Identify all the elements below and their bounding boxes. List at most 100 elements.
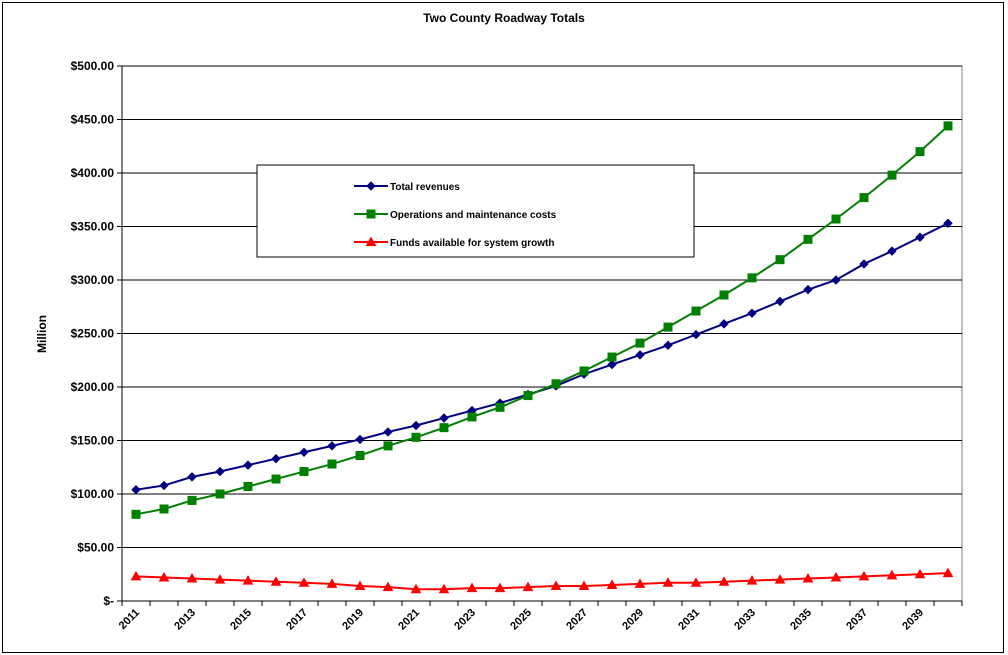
data-point	[299, 447, 309, 457]
legend-marker	[366, 181, 376, 191]
legend-label: Total revenues	[390, 182, 460, 193]
data-point	[355, 450, 365, 460]
data-point	[831, 275, 841, 285]
data-point	[215, 489, 225, 499]
y-tick-label: $350.00	[71, 220, 115, 234]
gridlines	[121, 65, 963, 602]
x-tick-label: 2023	[452, 607, 478, 633]
data-point	[214, 574, 226, 584]
data-point	[131, 485, 141, 495]
data-point	[719, 319, 729, 329]
data-point	[467, 412, 477, 422]
data-point	[411, 420, 421, 431]
series-2	[131, 121, 953, 519]
x-tick-label: 2037	[844, 607, 870, 633]
legend-item: Operations and maintenance costs	[354, 209, 557, 221]
data-point	[495, 402, 505, 412]
data-point	[606, 579, 618, 589]
data-point	[410, 583, 422, 594]
y-tick-label: $-	[103, 594, 114, 608]
y-tick-label: $500.00	[71, 59, 115, 73]
series-line	[135, 125, 949, 516]
data-point	[607, 352, 617, 362]
legend-marker	[365, 236, 377, 246]
data-point	[915, 232, 925, 242]
data-point	[550, 580, 562, 591]
data-point	[775, 255, 785, 265]
data-point	[327, 441, 337, 451]
x-tick-label: 2025	[508, 607, 534, 633]
chart-title: Two County Roadway Totals	[423, 11, 585, 25]
data-point	[775, 296, 785, 307]
data-point	[242, 575, 254, 585]
data-point	[383, 427, 393, 437]
data-point	[662, 577, 674, 587]
legend-box	[256, 164, 695, 258]
x-tick-label: 2013	[172, 607, 198, 633]
y-tick-label: $300.00	[71, 273, 115, 287]
y-tick-label: $400.00	[71, 166, 115, 180]
data-point	[915, 147, 925, 157]
data-point	[579, 366, 589, 376]
x-tick-label: 2029	[620, 607, 646, 633]
legend-item: Total revenues	[354, 181, 460, 193]
data-point	[523, 391, 533, 401]
data-point	[635, 350, 645, 360]
data-point	[858, 570, 870, 581]
data-point	[859, 193, 869, 203]
x-tick-label: 2031	[676, 607, 702, 633]
data-point	[130, 570, 142, 581]
data-point	[271, 453, 281, 464]
data-point	[746, 575, 758, 585]
data-point	[411, 432, 421, 442]
data-point	[383, 441, 393, 451]
y-tick-label: $150.00	[71, 434, 115, 448]
series-layer	[130, 121, 954, 594]
data-point	[578, 580, 590, 591]
series-3	[130, 567, 954, 594]
data-point	[943, 121, 953, 131]
y-tick-label: $50.00	[77, 541, 114, 555]
data-point	[159, 504, 169, 514]
data-point	[607, 359, 617, 370]
series-line	[135, 572, 949, 591]
data-point	[270, 576, 282, 586]
data-point	[747, 273, 757, 283]
x-tick-label: 2021	[396, 607, 422, 633]
data-point	[691, 306, 701, 316]
data-point	[187, 472, 197, 482]
data-point	[635, 338, 645, 348]
data-point	[355, 434, 365, 445]
data-point	[187, 495, 197, 505]
data-point	[243, 460, 253, 470]
legend: Total revenues Operations and maintenance…	[256, 164, 695, 258]
x-tick-label: 2027	[564, 607, 590, 633]
legend-label: Operations and maintenance costs	[390, 210, 557, 221]
data-point	[830, 571, 842, 582]
data-point	[382, 581, 394, 592]
data-point	[271, 474, 281, 484]
y-tick-label: $100.00	[71, 487, 115, 501]
y-tick-label: $200.00	[71, 380, 115, 394]
data-point	[466, 582, 478, 593]
data-point	[298, 577, 310, 587]
x-tick-label: 2033	[732, 607, 758, 633]
x-tick-label: 2017	[284, 607, 310, 633]
x-tick-label: 2011	[117, 607, 142, 632]
data-point	[439, 423, 449, 433]
data-point	[663, 340, 673, 350]
data-point	[942, 567, 954, 578]
data-point	[691, 329, 701, 340]
y-tick-label: $450.00	[71, 113, 115, 127]
data-point	[158, 571, 170, 582]
data-point	[131, 509, 141, 519]
data-point	[887, 170, 897, 180]
data-point	[494, 582, 506, 593]
data-point	[718, 576, 730, 586]
data-point	[943, 218, 953, 228]
data-point	[690, 577, 702, 587]
data-point	[802, 573, 814, 583]
data-point	[299, 467, 309, 477]
data-point	[243, 482, 253, 492]
data-point	[914, 568, 926, 579]
